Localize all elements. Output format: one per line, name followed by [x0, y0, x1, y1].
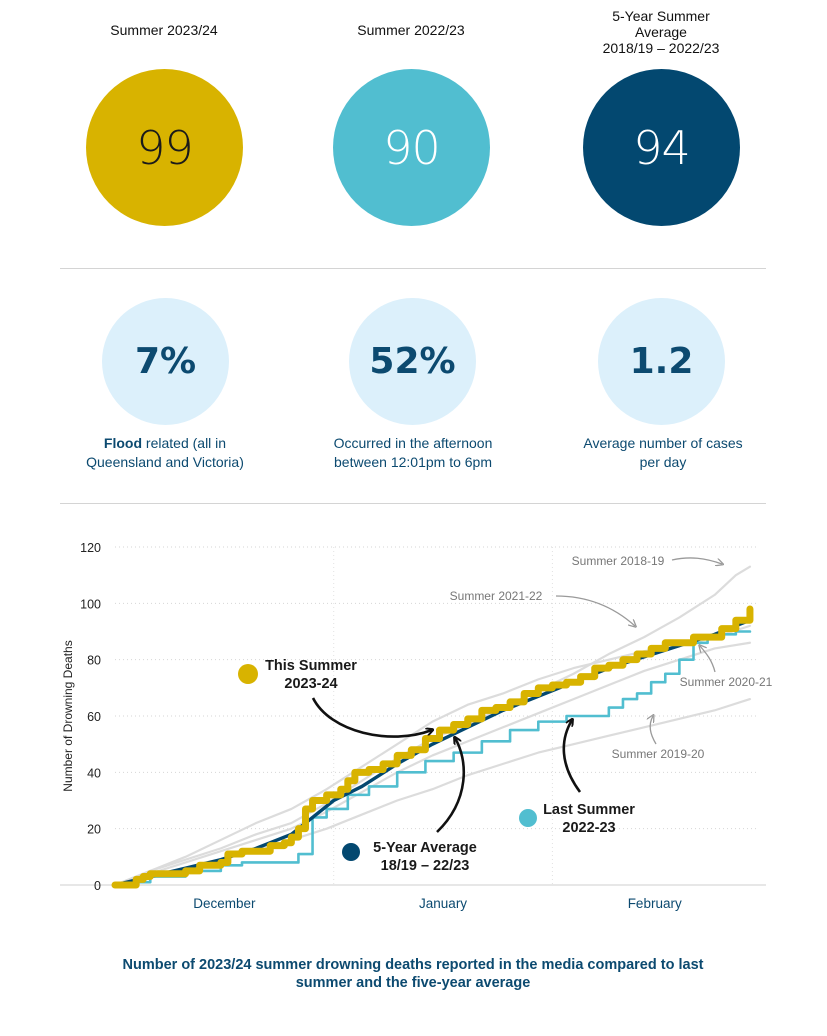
drowning-line-chart: 0 20 40 60 80 100 120 Number of Drowning Deaths… — [60, 541, 773, 911]
divider-top — [60, 268, 766, 269]
fact-desc-flood-line2: Queensland and Victoria) — [86, 454, 244, 470]
series-line-summer-2020-21 — [113, 641, 752, 887]
stat-label-average: 5-Year Summer Average 2018/19 – 2022/23 — [561, 8, 761, 56]
y-tick-label-20: 20 — [87, 823, 101, 837]
annotation-summer-2018-19-line1: Summer 2018-19 — [572, 554, 665, 568]
fact-desc-afternoon: Occurred in the afternoon between 12:01p… — [298, 434, 528, 472]
arrow-summer-2018-19 — [671, 557, 722, 564]
fact-value-afternoon: 52% — [369, 341, 456, 382]
stat-label-current: Summer 2023/24 — [110, 22, 218, 38]
arrow-five-year-average — [436, 738, 465, 833]
x-month-label-january: January — [419, 896, 467, 911]
stat-label-average-line3: 2018/19 – 2022/23 — [602, 40, 720, 56]
y-tick-label-100: 100 — [80, 597, 101, 611]
y-axis-label: Number of Drowning Deaths — [61, 640, 75, 791]
fact-desc-per-day-line2: per day — [639, 454, 687, 470]
fact-circle-flood: 7% — [102, 298, 229, 425]
annotation-summer-2019-20-line1: Summer 2019-20 — [612, 747, 705, 761]
y-tick-label-0: 0 — [94, 879, 101, 893]
y-tick-label-40: 40 — [87, 766, 101, 780]
fact-desc-afternoon-line2: between 12:01pm to 6pm — [334, 454, 492, 470]
stat-label-previous: Summer 2022/23 — [357, 22, 465, 38]
chart-caption-line1: Number of 2023/24 summer drowning deaths… — [122, 957, 704, 973]
chart-caption-line2: summer and the five-year average — [295, 975, 531, 991]
stat-value-average: 94 — [633, 120, 691, 175]
arrow-last-summer — [562, 720, 582, 793]
annotation-last-summer-line1: Last Summer — [543, 802, 635, 818]
fact-desc-afternoon-line1: Occurred in the afternoon — [333, 435, 493, 451]
fact-circle-per-day: 1.2 — [598, 298, 725, 425]
arrow-summer-2021-22 — [555, 595, 635, 626]
series-line-this-summer-2023-24 — [111, 605, 754, 889]
annotation-five-year-average-line1: 5-Year Average — [373, 840, 477, 856]
fact-desc-per-day: Average number of cases per day — [548, 434, 778, 472]
fact-desc-per-day-line1: Average number of cases — [583, 435, 743, 451]
fact-value-flood: 7% — [134, 341, 197, 382]
fact-desc-flood-rest: related (all in — [142, 435, 227, 451]
stat-circle-average: 94 — [583, 69, 740, 226]
stat-value-current: 99 — [136, 120, 194, 175]
legend-dot-this-summer — [238, 664, 258, 684]
arrow-summer-2019-20 — [650, 716, 657, 745]
stat-circle-previous: 90 — [333, 69, 490, 226]
annotation-last-summer-line2: 2022-23 — [562, 820, 615, 836]
stat-label-average-line2: Average — [635, 24, 687, 40]
arrow-summer-2020-21 — [700, 646, 716, 673]
fact-value-per-day: 1.2 — [629, 341, 694, 382]
stat-value-previous: 90 — [383, 120, 441, 175]
fact-desc-flood-bold: Flood — [103, 435, 143, 451]
y-tick-label-80: 80 — [87, 654, 101, 668]
legend-dot-five-year-average — [342, 843, 360, 861]
x-month-label-december: December — [193, 896, 256, 911]
fact-desc-flood: Flood related (all in Queensland and Vic… — [50, 434, 280, 472]
annotation-this-summer-line1: This Summer — [265, 658, 357, 674]
y-tick-label-120: 120 — [80, 541, 101, 555]
y-tick-label-60: 60 — [87, 710, 101, 724]
x-month-label-february: February — [628, 896, 682, 911]
annotation-five-year-average-line2: 18/19 – 22/23 — [381, 858, 470, 874]
series-line-last-summer-2022-23 — [113, 630, 752, 887]
annotation-summer-2020-21-line1: Summer 2020-21 — [680, 675, 773, 689]
annotation-summer-2021-22-line1: Summer 2021-22 — [450, 589, 543, 603]
legend-dot-last-summer — [519, 809, 537, 827]
fact-circle-afternoon: 52% — [349, 298, 476, 425]
stat-label-average-line1: 5-Year Summer — [612, 8, 710, 24]
divider-bottom — [60, 503, 766, 504]
chart-caption: Number of 2023/24 summer drowning deaths… — [60, 956, 766, 992]
arrow-this-summer — [311, 697, 432, 738]
annotation-this-summer-line2: 2023-24 — [284, 676, 337, 692]
stat-circle-current: 99 — [86, 69, 243, 226]
